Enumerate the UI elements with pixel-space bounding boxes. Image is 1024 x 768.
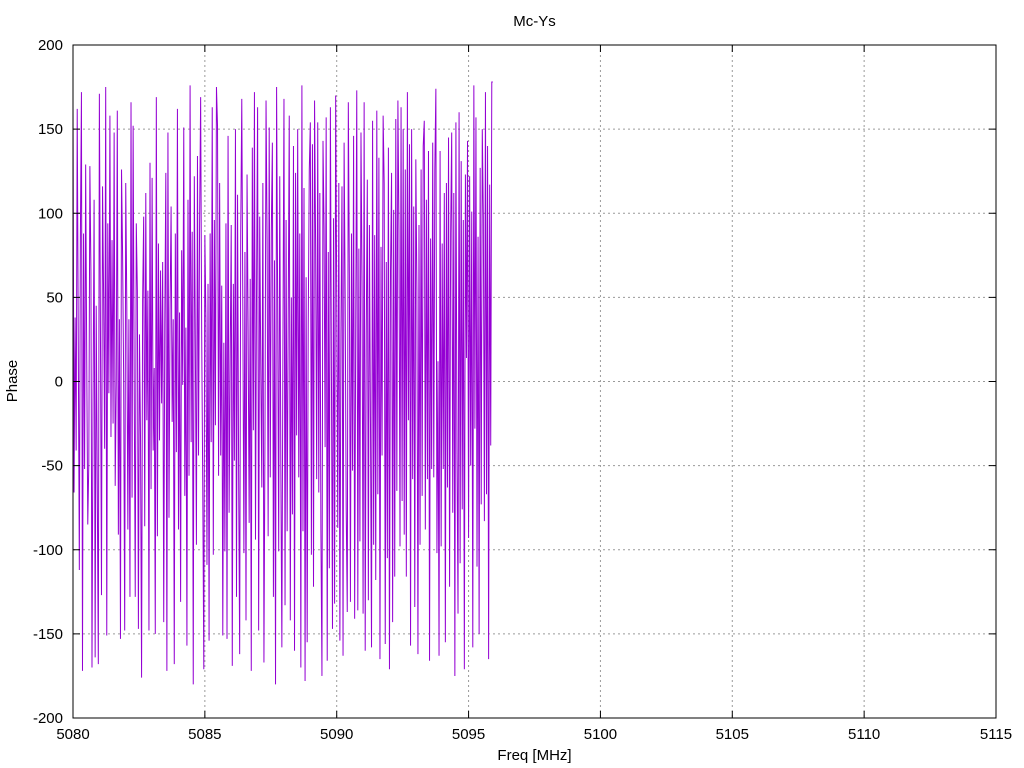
y-tick-label: -150	[33, 626, 63, 643]
x-tick-label: 5090	[320, 726, 353, 743]
x-axis-label: Freq [MHz]	[497, 747, 571, 764]
y-tick-label: -50	[41, 458, 63, 475]
y-tick-label: 100	[38, 205, 63, 222]
grid-lines	[73, 45, 996, 718]
x-tick-label: 5080	[56, 726, 89, 743]
chart-title: Mc-Ys	[513, 13, 556, 30]
axis-ticks: 5080 5085 5090 5095 5100 5105 5110 5115 -200 -150…	[33, 37, 1012, 743]
x-tick-label: 5115	[980, 726, 1012, 743]
x-tick-label: 5085	[188, 726, 221, 743]
y-axis-label: Phase	[4, 360, 21, 403]
x-tick-label: 5095	[452, 726, 485, 743]
x-tick-label: 5105	[716, 726, 749, 743]
x-tick-label: 5100	[584, 726, 617, 743]
y-tick-label: -100	[33, 542, 63, 559]
y-tick-label: 0	[55, 374, 63, 391]
y-tick-label: 50	[46, 289, 63, 306]
data-series-layer	[72, 81, 493, 685]
phase-series-line	[72, 81, 493, 685]
x-tick-label: 5110	[848, 726, 880, 743]
y-tick-label: 200	[38, 37, 63, 54]
y-tick-label: 150	[38, 121, 63, 138]
y-tick-label: -200	[33, 710, 63, 727]
